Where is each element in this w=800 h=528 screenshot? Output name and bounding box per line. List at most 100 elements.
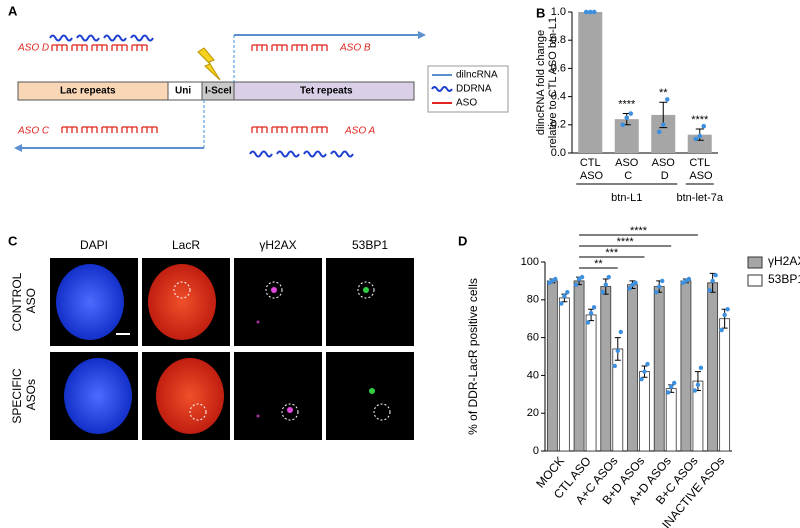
data-point — [710, 278, 715, 284]
data-point — [562, 293, 567, 299]
panel-label: B — [536, 5, 545, 20]
aso-comb — [131, 44, 148, 51]
row-label: SPECIFIC ASOs — [10, 368, 38, 424]
panel-label: C — [8, 233, 18, 248]
data-point — [725, 307, 730, 312]
bar — [546, 280, 558, 452]
data-point — [565, 290, 570, 295]
segment-label: Tet repeats — [300, 86, 353, 97]
roi — [189, 403, 207, 421]
data-point — [628, 111, 634, 116]
data-point — [701, 123, 707, 129]
roi — [281, 403, 299, 421]
y-tick-label: 0.4 — [551, 91, 566, 103]
bar — [639, 371, 650, 452]
aso-label: ASO C — [17, 126, 50, 137]
data-point — [713, 273, 718, 278]
arrow-head — [14, 144, 22, 152]
legend-label: 53BP1 — [768, 272, 800, 286]
x-tick-label: ASO C — [615, 157, 639, 182]
data-point — [654, 290, 659, 295]
aso-label: ASO D — [17, 43, 49, 54]
data-point — [693, 136, 699, 142]
micrograph — [326, 258, 414, 346]
y-tick-label: 0 — [533, 445, 539, 457]
data-point — [645, 361, 650, 367]
foci — [256, 414, 260, 418]
panel-a-art — [49, 34, 354, 158]
aso-label: ASO B — [339, 43, 371, 54]
micrograph — [234, 258, 322, 346]
group-label: btn-L1 — [611, 192, 642, 204]
ddrna-wave — [303, 150, 327, 158]
aso-comb — [51, 44, 68, 51]
significance: **** — [617, 236, 635, 248]
column-header: 53BP1 — [352, 238, 388, 252]
aso-comb — [71, 44, 88, 51]
aso-comb — [141, 126, 158, 133]
tet-segment — [233, 81, 415, 101]
micrograph — [234, 352, 322, 440]
data-point — [695, 382, 701, 388]
construct: Lac repeats Uni I-SceI Tet repeats ASO D… — [14, 31, 509, 152]
segment-label: Lac repeats — [60, 86, 116, 97]
data-point — [660, 278, 665, 284]
y-axis-label: dilncRNA fold change — [535, 30, 547, 135]
nucleus — [56, 264, 124, 340]
column-header: γH2AX — [259, 238, 296, 252]
foci — [271, 287, 277, 293]
ddrna-wave — [130, 34, 154, 42]
data-point — [615, 348, 620, 354]
data-point — [707, 288, 712, 293]
ddrna-wave — [276, 150, 300, 158]
data-point — [639, 376, 644, 382]
data-point — [612, 363, 617, 369]
x-tick-label: ASO D — [652, 157, 676, 182]
column-header: DAPI — [80, 238, 108, 252]
significance: *** — [605, 247, 619, 259]
panel-label: A — [8, 3, 18, 18]
nucleus — [148, 264, 216, 340]
aso-comb — [311, 44, 328, 51]
legend-label: ASO — [456, 98, 477, 109]
data-point — [664, 97, 670, 102]
aso-comb — [91, 44, 108, 51]
bar — [578, 12, 603, 153]
legend-swatch — [747, 274, 763, 287]
nucleus — [156, 358, 224, 434]
bar — [558, 297, 570, 452]
data-point — [686, 276, 692, 282]
segment-label: I-SceI — [205, 86, 232, 97]
data-point — [618, 329, 623, 335]
data-point — [666, 390, 671, 395]
data-point — [669, 384, 674, 389]
aso-comb — [251, 126, 268, 133]
legend-wave — [431, 86, 453, 92]
data-point — [591, 9, 597, 15]
bar — [665, 388, 677, 452]
y-tick-label: 0.2 — [551, 119, 566, 131]
y-tick-label: 20 — [527, 407, 539, 419]
ddrna-wave — [249, 150, 273, 158]
data-point — [719, 327, 724, 333]
x-tick-label: CTL ASO — [687, 157, 713, 182]
y-tick-label: 0.0 — [551, 147, 566, 159]
y-tick-label: 60 — [527, 332, 539, 344]
data-point — [606, 274, 611, 280]
panel-c: DAPI LacR γH2AX 53BP1 CONTROL ASO SPECIFIC AS… — [10, 238, 414, 440]
bar — [680, 280, 692, 452]
y-tick-label: 0.8 — [551, 34, 566, 46]
roi — [357, 281, 375, 299]
data-point — [624, 115, 630, 121]
ddrna-wave — [49, 34, 73, 42]
aso-comb — [81, 126, 98, 133]
data-point — [588, 310, 594, 316]
data-point — [698, 365, 704, 371]
aso-comb — [291, 126, 308, 133]
panel-label: D — [458, 233, 467, 248]
significance: ** — [594, 258, 603, 270]
data-point — [660, 122, 666, 128]
data-point — [553, 276, 558, 282]
micrograph — [326, 352, 414, 440]
